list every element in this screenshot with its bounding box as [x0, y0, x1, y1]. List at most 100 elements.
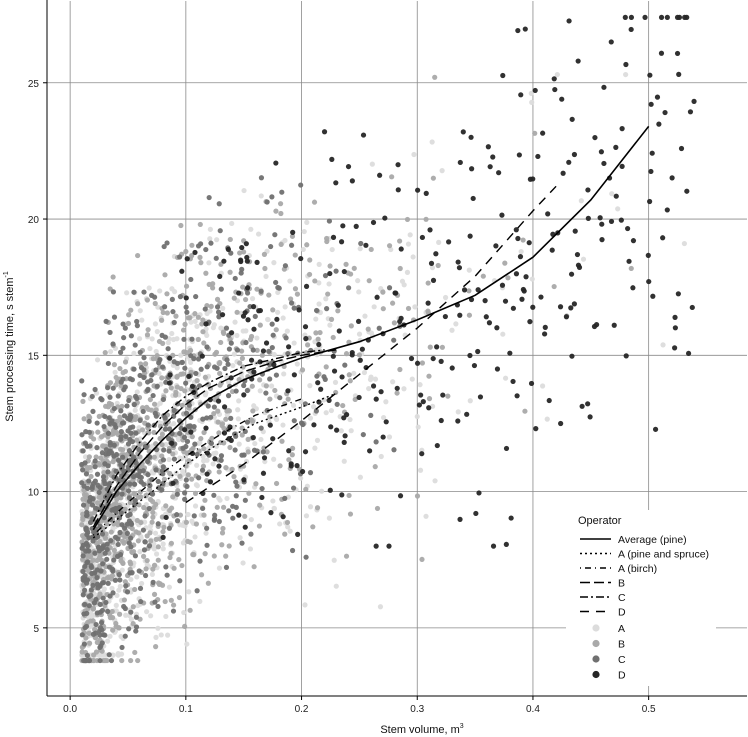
point-B — [425, 308, 431, 314]
point-C — [92, 386, 98, 393]
point-C — [181, 336, 187, 342]
point-B — [198, 572, 205, 578]
point-A — [314, 437, 321, 443]
point-C — [84, 513, 90, 519]
point-C — [376, 325, 382, 331]
point-B — [466, 288, 472, 294]
point-C — [239, 452, 245, 458]
point-A — [224, 495, 230, 502]
point-D — [483, 314, 489, 320]
point-C — [307, 470, 314, 476]
point-C — [117, 529, 123, 536]
legend-point-sample-0 — [592, 624, 600, 632]
point-D — [425, 300, 431, 306]
point-B — [505, 275, 511, 281]
point-D — [380, 434, 386, 440]
point-D — [647, 198, 653, 205]
point-C — [110, 590, 116, 596]
point-B — [312, 278, 318, 284]
point-D — [611, 322, 617, 328]
point-B — [343, 553, 350, 559]
point-B — [317, 329, 323, 336]
point-B — [182, 321, 188, 327]
point-D — [340, 223, 346, 229]
point-C — [79, 632, 85, 638]
point-D — [373, 396, 379, 402]
point-C — [225, 393, 232, 399]
legend-point-sample-1 — [592, 639, 600, 648]
point-C — [118, 408, 124, 414]
point-C — [228, 415, 234, 421]
point-A — [414, 413, 420, 420]
point-B — [143, 566, 149, 572]
point-C — [202, 306, 208, 312]
point-B — [198, 260, 204, 266]
point-C — [184, 483, 190, 490]
point-C — [79, 480, 85, 486]
point-B — [315, 336, 321, 342]
point-B — [323, 364, 329, 370]
point-D — [684, 188, 690, 194]
point-D — [626, 258, 632, 264]
point-B — [286, 457, 292, 463]
point-C — [162, 426, 169, 432]
point-B — [227, 236, 233, 243]
point-D — [285, 388, 291, 394]
point-C — [164, 572, 170, 578]
point-A — [240, 560, 246, 566]
point-C — [183, 304, 189, 310]
point-C — [126, 495, 132, 501]
point-C — [268, 243, 274, 250]
point-D — [656, 121, 662, 127]
y-tick-label-1: 10 — [28, 488, 40, 499]
point-C — [138, 598, 144, 605]
point-B — [221, 330, 227, 337]
point-B — [109, 572, 116, 579]
point-C — [218, 286, 224, 292]
point-D — [182, 427, 188, 433]
point-C — [152, 294, 158, 300]
point-B — [195, 336, 202, 343]
point-D — [457, 516, 463, 522]
point-C — [198, 241, 204, 247]
point-C — [84, 652, 91, 659]
point-C — [216, 201, 222, 207]
point-C — [92, 464, 98, 470]
point-D — [494, 366, 501, 372]
point-B — [445, 393, 451, 399]
point-D — [669, 175, 675, 181]
point-C — [112, 534, 119, 540]
point-D — [514, 393, 520, 399]
legend-items: Average (pine) A (pine and spruce) A (birc… — [580, 534, 709, 682]
point-D — [687, 109, 694, 115]
point-C — [226, 346, 232, 352]
point-B — [343, 351, 350, 357]
point-A — [118, 633, 124, 640]
point-A — [247, 546, 254, 552]
point-B — [150, 356, 156, 362]
point-C — [127, 436, 133, 443]
point-B — [366, 278, 372, 284]
point-A — [294, 361, 300, 367]
point-B — [113, 620, 119, 627]
fit-curves — [92, 125, 650, 539]
point-B — [91, 510, 98, 516]
point-A — [311, 404, 317, 410]
point-A — [137, 308, 143, 314]
point-D — [169, 440, 175, 446]
point-A — [207, 226, 213, 232]
point-C — [232, 275, 238, 282]
point-B — [152, 300, 158, 307]
point-A — [204, 332, 210, 339]
point-D — [327, 270, 333, 277]
point-A — [442, 294, 449, 301]
point-D — [684, 14, 690, 20]
point-C — [94, 575, 100, 581]
point-A — [240, 328, 246, 334]
axes — [46, 0, 747, 697]
point-C — [155, 603, 161, 610]
point-A — [386, 434, 393, 440]
point-A — [180, 522, 186, 528]
point-A — [211, 322, 217, 328]
point-B — [188, 347, 194, 354]
